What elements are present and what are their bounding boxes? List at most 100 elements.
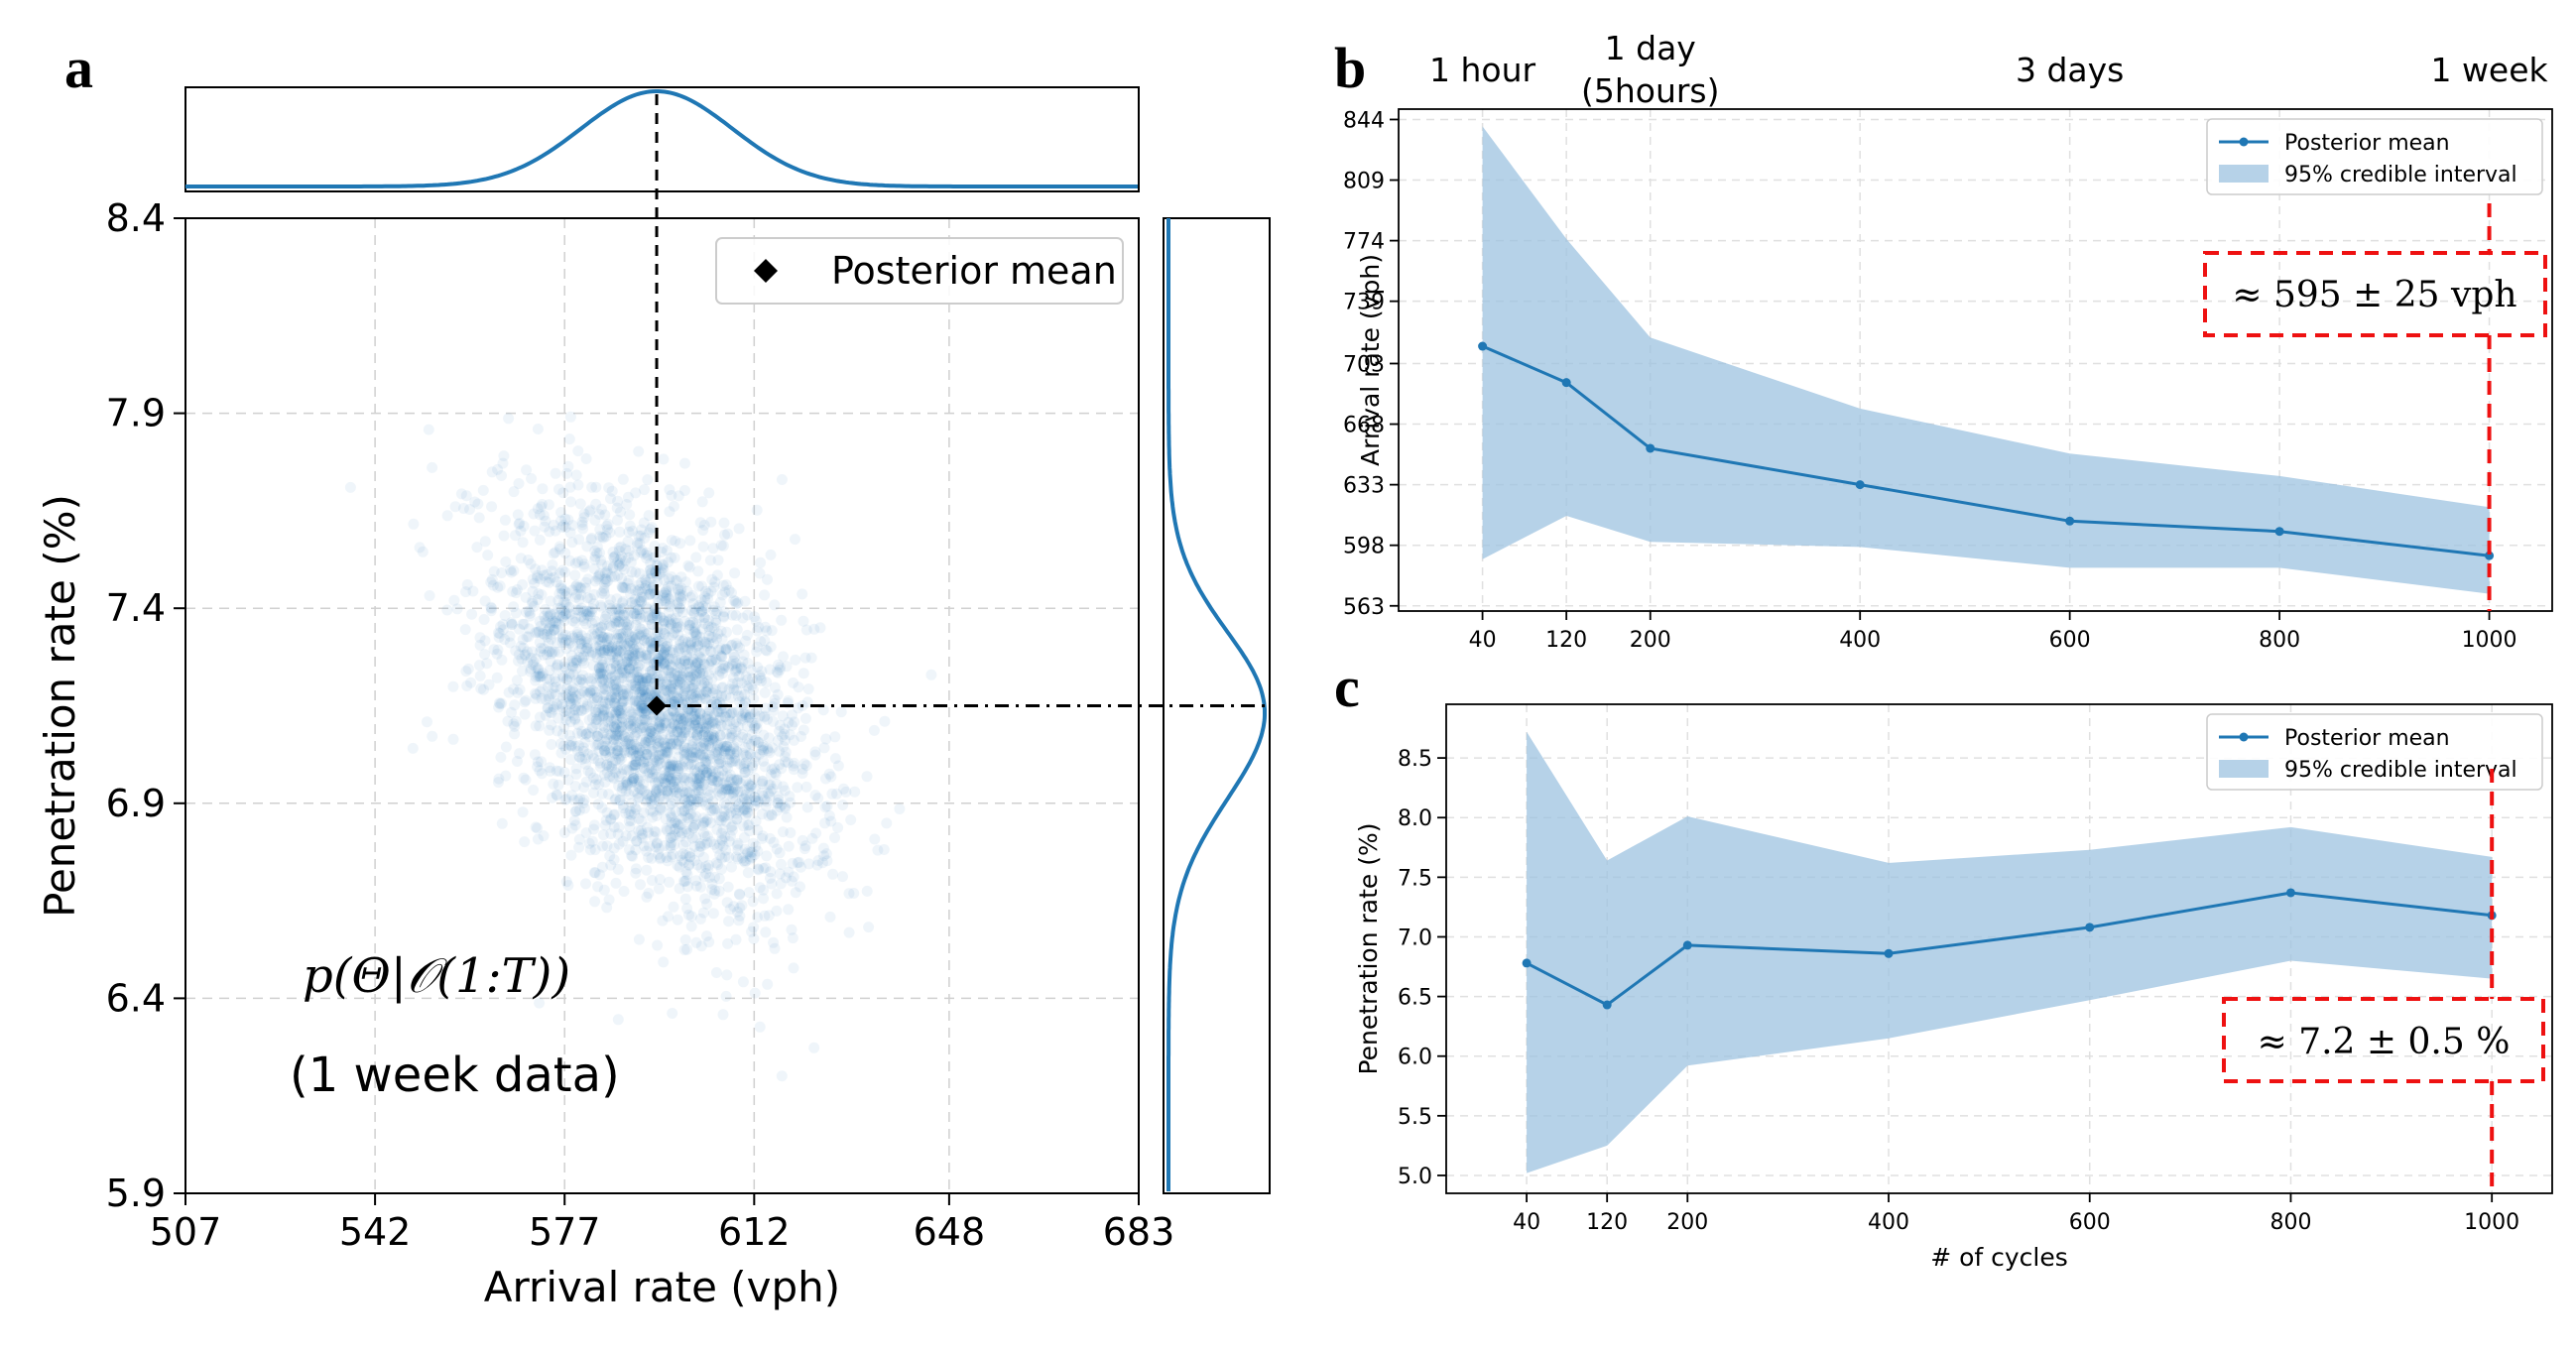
scatter-point (771, 905, 783, 917)
scatter-point (610, 647, 622, 659)
scatter-point (707, 715, 719, 727)
scatter-point (729, 652, 740, 663)
scatter-point (460, 490, 472, 502)
scatter-point (691, 729, 703, 741)
scatter-point (687, 812, 699, 823)
scatter-point (641, 649, 653, 661)
scatter-point (663, 761, 675, 773)
scatter-point (708, 888, 720, 900)
scatter-point (621, 499, 633, 510)
scatter-point (631, 835, 643, 847)
scatter-point (589, 554, 601, 565)
scatter-point (590, 498, 602, 510)
scatter-point (609, 612, 621, 624)
tick-label-x: 120 (1545, 628, 1587, 653)
posterior-mean-point (1478, 341, 1488, 351)
scatter-point (741, 720, 753, 732)
scatter-point (738, 761, 750, 772)
scatter-point (481, 658, 493, 670)
scatter-point (848, 888, 860, 899)
scatter-point (634, 750, 646, 762)
scatter-point (675, 639, 686, 651)
scatter-point (667, 848, 678, 860)
scatter-point (561, 682, 572, 694)
tick-label-x: 612 (718, 1210, 791, 1254)
scatter-point (586, 481, 598, 493)
scatter-point (502, 715, 514, 727)
scatter-point (518, 772, 530, 784)
scatter-point (675, 670, 686, 681)
scatter-point (610, 692, 621, 704)
scatter-point (570, 663, 582, 675)
scatter-point (479, 649, 491, 661)
scatter-point (697, 688, 709, 700)
scatter-point (698, 519, 710, 531)
scatter-point (640, 611, 652, 623)
scatter-point (765, 641, 777, 653)
scatter-point (720, 644, 732, 656)
tick-label-y: 6.9 (106, 782, 166, 825)
scatter-point (556, 521, 568, 533)
scatter-point (598, 647, 609, 659)
scatter-point (549, 571, 560, 583)
scatter-point (645, 726, 657, 738)
scatter-point (689, 603, 701, 615)
scatter-point (581, 642, 593, 654)
scatter-point (598, 745, 610, 757)
scatter-point (624, 738, 636, 750)
scatter-point (628, 715, 639, 727)
scatter-point (709, 576, 721, 588)
scatter-point (721, 707, 732, 719)
posterior-mean-point (2285, 888, 2295, 898)
scatter-point (530, 672, 542, 682)
scatter-point (610, 755, 622, 766)
scatter-point (764, 664, 776, 676)
scatter-point (742, 674, 754, 685)
scatter-point (512, 686, 524, 698)
scatter-point (540, 709, 552, 721)
scatter-point (732, 853, 744, 865)
scatter-point (666, 837, 677, 849)
scatter-point (702, 756, 713, 768)
scatter-point (551, 765, 562, 777)
scatter-point (747, 837, 759, 849)
scatter-point (868, 724, 880, 736)
scatter-point (716, 788, 728, 800)
scatter-point (566, 656, 578, 667)
scatter-point (666, 571, 677, 582)
scatter-point (793, 702, 804, 714)
scatter-point (728, 594, 740, 606)
scatter-point (726, 639, 738, 651)
scatter-point (605, 813, 617, 825)
scatter-point (603, 599, 615, 611)
tick-label-x: 40 (1513, 1210, 1540, 1235)
scatter-point (589, 896, 601, 908)
scatter-point (706, 878, 718, 890)
scatter-point (736, 678, 748, 689)
scatter-point (692, 580, 704, 592)
scatter-point (702, 718, 714, 730)
scatter-point (725, 806, 737, 818)
scatter-point (608, 552, 620, 563)
scatter-point (550, 681, 561, 693)
scatter-point (700, 712, 711, 724)
scatter-point (678, 485, 690, 496)
scatter-point (555, 507, 567, 518)
scatter-point (537, 499, 548, 510)
scatter-point (633, 749, 645, 761)
time-label: (5hours) (1581, 71, 1720, 110)
scatter-point (507, 585, 519, 597)
scatter-point (600, 749, 612, 761)
scatter-point (638, 756, 650, 768)
scatter-point (560, 598, 572, 610)
scatter-point (705, 645, 717, 657)
scatter-point (684, 796, 695, 807)
scatter-point (598, 532, 609, 544)
scatter-point (521, 631, 533, 643)
scatter-point (680, 875, 692, 887)
scatter-point (660, 777, 672, 789)
scatter-point (699, 756, 711, 768)
scatter-point (738, 649, 750, 661)
scatter-point (657, 673, 669, 684)
scatter-point (643, 676, 655, 686)
